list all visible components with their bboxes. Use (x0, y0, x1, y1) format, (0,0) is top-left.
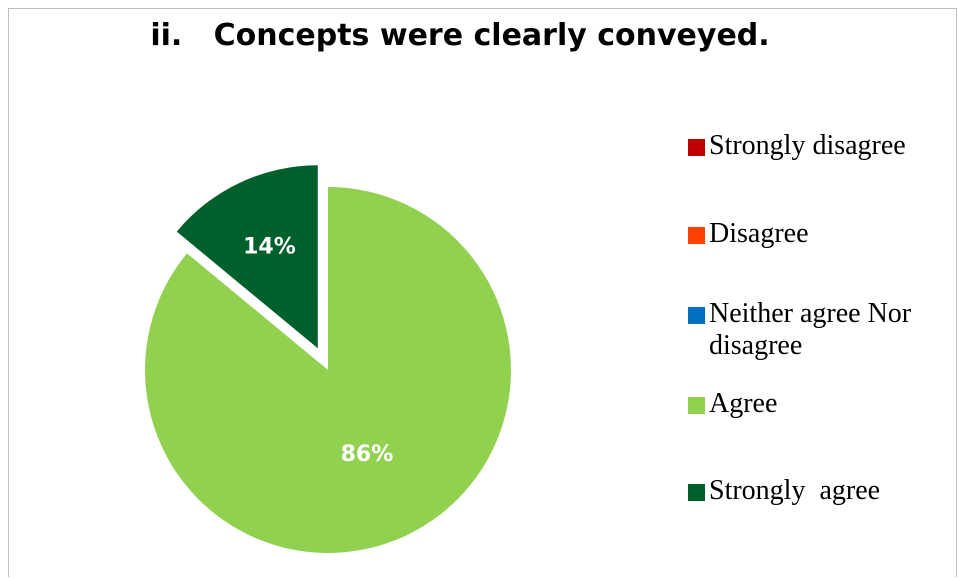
legend-label-strongly-agree: Strongly agree (709, 475, 881, 506)
legend-label-strongly-disagree: Strongly disagree (709, 130, 906, 161)
pie-slice-agree (144, 187, 511, 553)
legend-swatch-strongly-disagree (688, 139, 705, 156)
legend-swatch-disagree (688, 227, 705, 244)
legend-item-agree: Agree (688, 388, 950, 420)
legend-swatch-neither (688, 307, 705, 324)
data-label-strongly-agree: 14% (243, 235, 296, 260)
pie-slice-strongly-agree (176, 165, 318, 349)
legend-item-strongly-agree: Strongly agree (688, 475, 950, 507)
legend-label-disagree: Disagree (709, 218, 809, 249)
legend-item-disagree: Disagree (688, 218, 950, 250)
legend-label-neither: Neither agree Nor disagree (709, 298, 919, 361)
legend-item-strongly-disagree: Strongly disagree (688, 130, 950, 162)
chart-frame (8, 8, 957, 577)
legend-swatch-strongly-agree (688, 484, 705, 501)
legend-swatch-agree (688, 397, 705, 414)
legend-item-neither: Neither agree Nor disagree (688, 298, 946, 362)
chart-title: ii. Concepts were clearly conveyed. (150, 18, 770, 53)
legend-label-agree: Agree (709, 388, 778, 419)
data-label-agree: 86% (341, 442, 394, 467)
